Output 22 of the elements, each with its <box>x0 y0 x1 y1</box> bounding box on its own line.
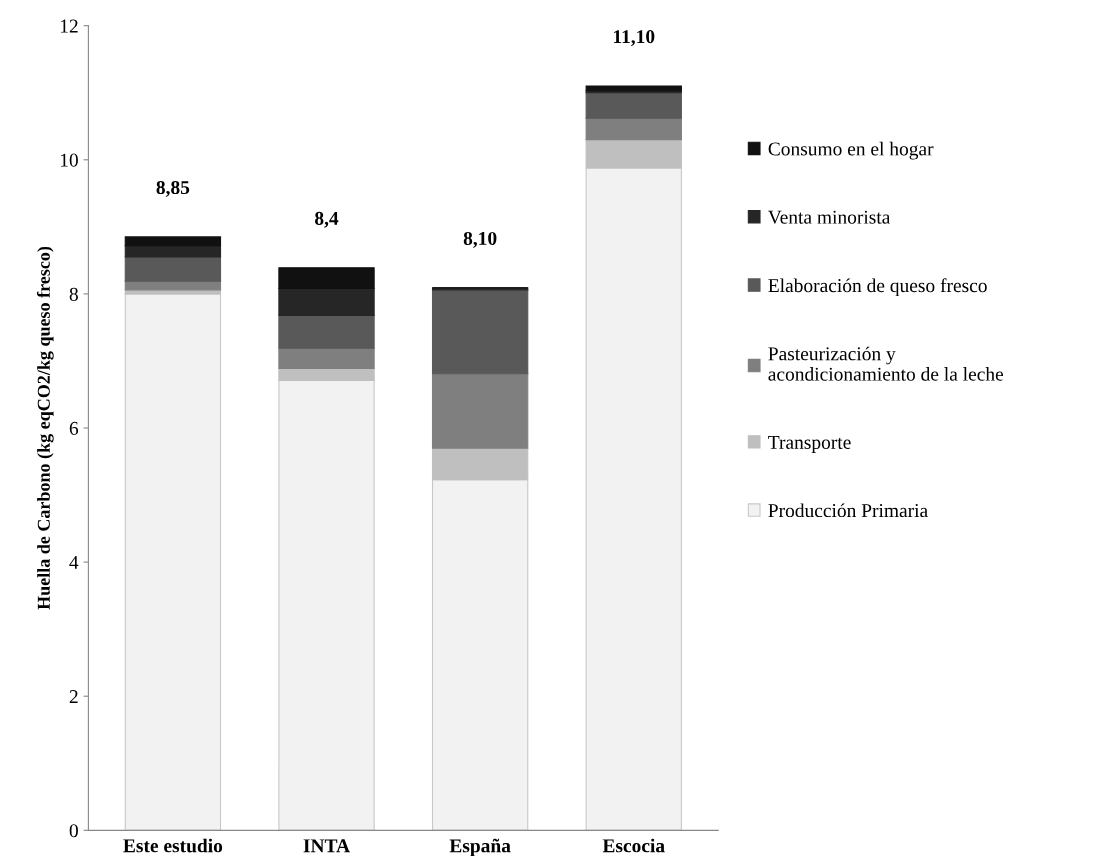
y-axis-title: Huella de Carbono (kg eqCO2/kg queso fresco) <box>36 246 54 610</box>
legend-label: Elaboración de queso fresco <box>768 278 987 297</box>
x-tick-label: España <box>449 838 511 856</box>
legend-label: Venta minorista <box>768 210 891 224</box>
x-tick-label: Escocia <box>602 838 665 853</box>
y-tick-label: 10 <box>60 153 78 167</box>
y-tick-label: 6 <box>69 421 79 435</box>
total-label: 8,4 <box>315 211 339 228</box>
total-label: 8,10 <box>463 231 497 248</box>
y-tick-label: 12 <box>60 19 78 33</box>
total-label: 8,85 <box>156 180 190 197</box>
x-tick-label: Este estudio <box>123 838 223 853</box>
legend-label: Consumo en el hogar <box>768 141 934 160</box>
legend-label: Producción Primaria <box>768 503 928 518</box>
legend-label: Pasteurización y acondicionamiento de la leche <box>768 346 1004 381</box>
y-tick-label: 4 <box>69 556 79 569</box>
legend-label: Transporte <box>768 436 851 453</box>
total-label: 11,10 <box>613 30 655 47</box>
y-tick-label: 2 <box>69 690 78 703</box>
y-tick-label: 0 <box>69 824 78 838</box>
x-tick-label: INTA <box>303 839 350 853</box>
y-tick-label: 8 <box>69 287 78 301</box>
